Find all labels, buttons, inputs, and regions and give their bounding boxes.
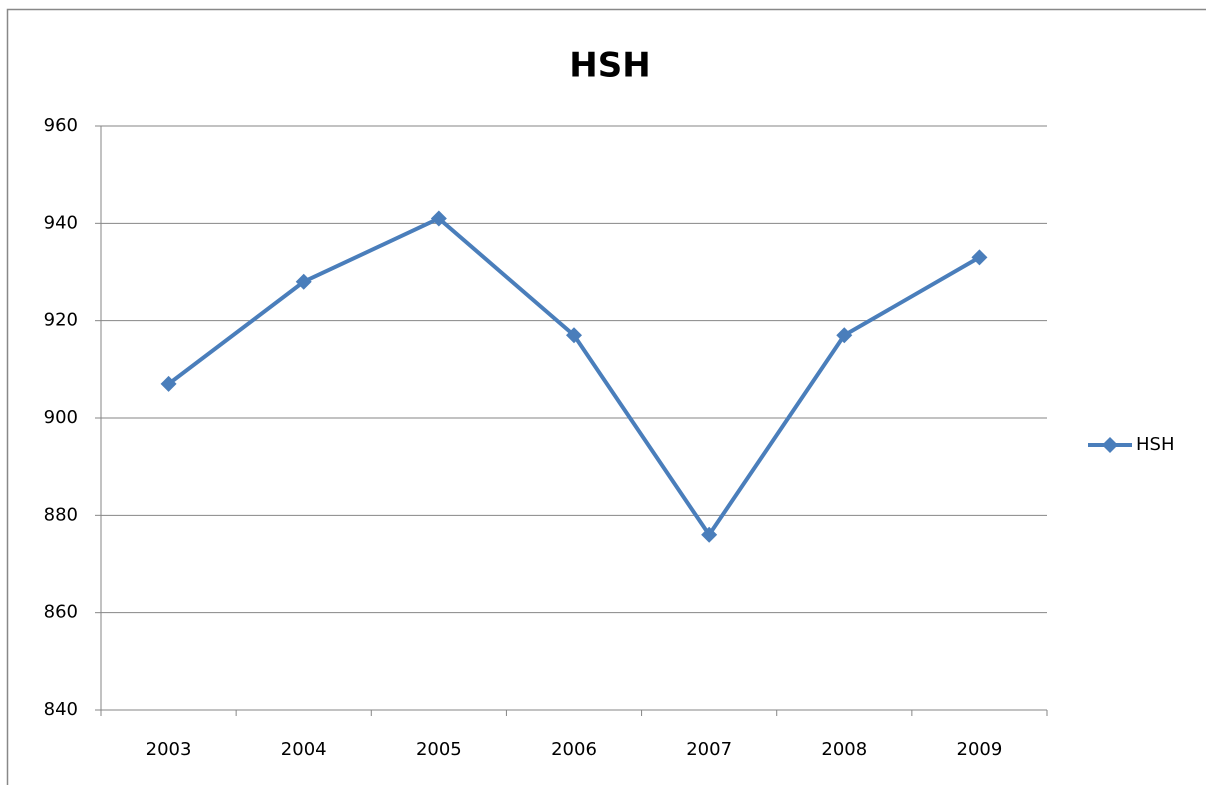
chart-border: [6, 8, 1206, 785]
y-tick-label: 920: [44, 310, 78, 331]
y-tick-label: 940: [44, 212, 78, 233]
y-tick-label: 840: [44, 699, 78, 720]
chart-title: HSH: [569, 46, 650, 86]
marker: [701, 526, 718, 543]
x-tick-label: 2006: [551, 739, 597, 760]
marker: [430, 210, 447, 227]
marker: [566, 327, 582, 344]
x-tick-label: 2004: [281, 739, 327, 760]
marker: [295, 273, 312, 290]
x-tick-label: 2007: [686, 739, 732, 760]
y-tick-label: 900: [44, 407, 78, 428]
marker: [971, 249, 988, 266]
x-tick-label: 2008: [821, 739, 867, 760]
marker: [836, 327, 853, 344]
x-tick-label: 2005: [416, 739, 462, 760]
y-tick-label: 960: [44, 115, 78, 136]
y-tick-label: 880: [44, 504, 78, 525]
x-tick-label: 2009: [957, 739, 1003, 760]
legend-label: HSH: [1136, 434, 1175, 455]
legend-marker: [1102, 437, 1118, 453]
y-tick-label: 860: [44, 602, 78, 623]
x-tick-label: 2003: [146, 739, 192, 760]
marker: [160, 375, 177, 392]
